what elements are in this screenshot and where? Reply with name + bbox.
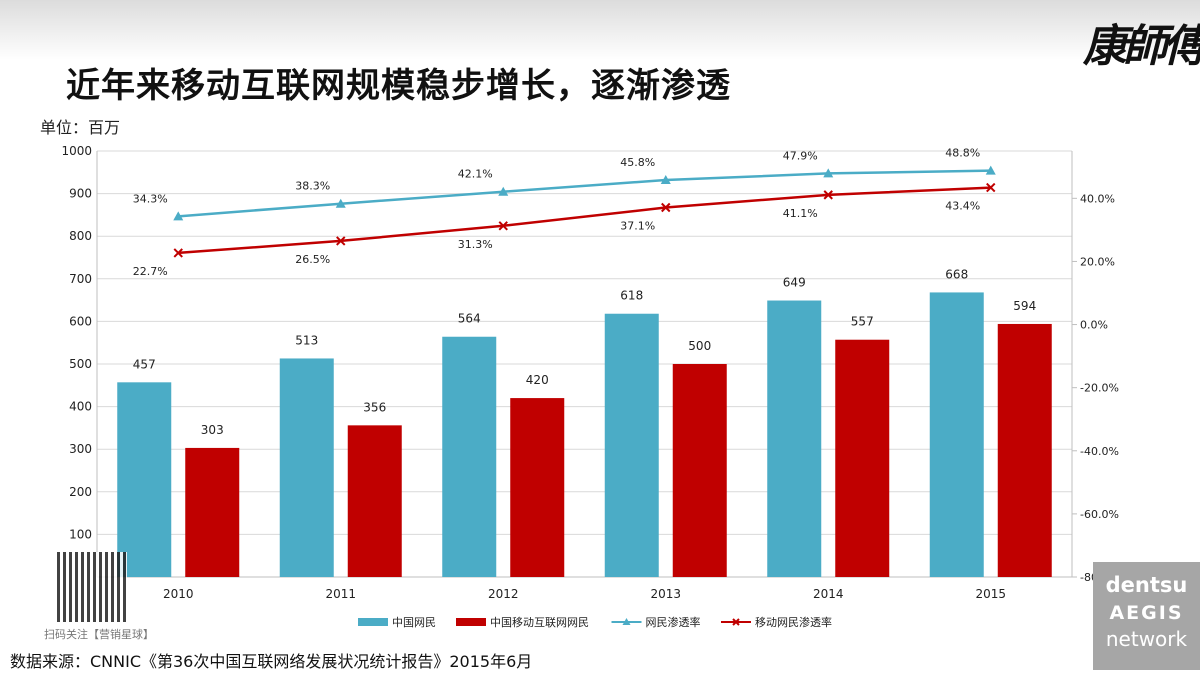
brand-line-1: dentsu <box>1105 573 1188 597</box>
bar <box>604 313 659 577</box>
line-data-label: 38.3% <box>295 180 330 193</box>
x-tick-label: 2014 <box>813 587 844 601</box>
y-left-tick-label: 300 <box>69 442 92 456</box>
line-data-label: 37.1% <box>620 219 655 232</box>
bar-data-label: 500 <box>688 339 711 353</box>
bar <box>442 336 497 577</box>
brand-logo: 康師傅 <box>1083 21 1200 72</box>
bar <box>510 398 565 577</box>
combo-chart: 1002003004005006007008009001000-80.0%-60… <box>61 144 1119 629</box>
y-right-tick-label: -60.0% <box>1080 508 1119 521</box>
series-line <box>178 186 991 255</box>
bar-data-label: 420 <box>526 373 549 387</box>
legend-label: 移动网民渗透率 <box>755 615 832 629</box>
legend-swatch <box>456 618 486 626</box>
line-marker <box>661 202 671 213</box>
top-band <box>0 0 1200 60</box>
brand-line-3: network <box>1105 626 1188 651</box>
bar <box>997 323 1052 577</box>
page-title: 近年来移动互联网规模稳步增长，逐渐渗透 <box>66 66 731 106</box>
bar <box>835 339 890 577</box>
legend-label: 网民渗透率 <box>646 615 701 629</box>
line-marker <box>823 190 833 200</box>
line-marker <box>498 221 508 231</box>
bar <box>185 447 240 577</box>
line-marker <box>336 236 346 246</box>
x-tick-label: 2012 <box>488 587 519 601</box>
bar <box>672 364 727 577</box>
y-right-tick-label: -40.0% <box>1080 445 1119 458</box>
brand-line-2: AEGIS <box>1109 602 1184 625</box>
line-marker <box>335 198 346 208</box>
bar <box>279 358 334 577</box>
line-data-label: 48.8% <box>945 147 980 160</box>
x-tick-label: 2015 <box>975 587 1006 601</box>
bar-data-label: 356 <box>363 400 386 414</box>
legend-marker <box>732 618 740 626</box>
line-marker <box>985 165 996 175</box>
y-left-tick-label: 500 <box>69 357 92 371</box>
bar-data-label: 649 <box>783 276 806 290</box>
y-left-tick-label: 900 <box>69 187 92 201</box>
bar <box>767 300 822 577</box>
y-left-tick-label: 800 <box>69 229 92 243</box>
x-tick-label: 2013 <box>650 587 681 601</box>
y-left-tick-label: 400 <box>69 400 92 414</box>
bar-data-label: 564 <box>458 312 481 326</box>
x-tick-label: 2011 <box>325 587 356 601</box>
qr-code-image <box>57 552 127 622</box>
data-source: 数据来源：CNNIC《第36次中国互联网络发展状况统计报告》2015年6月 <box>10 652 533 671</box>
y-left-tick-label: 700 <box>69 272 92 286</box>
y-right-tick-label: 0.0% <box>1080 319 1108 332</box>
line-marker <box>986 182 996 193</box>
series-line <box>178 169 991 218</box>
legend-label: 中国移动互联网网民 <box>490 616 589 629</box>
line-marker <box>823 168 834 178</box>
line-marker <box>660 175 671 185</box>
line-data-label: 26.5% <box>295 253 330 266</box>
legend-swatch <box>358 618 388 626</box>
bar-data-label: 594 <box>1013 299 1036 313</box>
bar <box>117 382 172 577</box>
y-right-tick-label: 40.0% <box>1080 192 1115 205</box>
line-data-label: 47.9% <box>783 149 818 162</box>
bar-data-label: 618 <box>620 289 643 303</box>
bar-data-label: 668 <box>945 267 968 281</box>
bar <box>347 425 402 577</box>
line-data-label: 45.8% <box>620 156 655 169</box>
legend-label: 中国网民 <box>392 616 436 629</box>
line-data-label: 34.3% <box>133 192 168 205</box>
y-right-tick-label: 20.0% <box>1080 255 1115 268</box>
y-right-tick-label: -20.0% <box>1080 382 1119 395</box>
line-data-label: 31.3% <box>458 238 493 251</box>
line-marker <box>173 211 184 221</box>
bar-data-label: 457 <box>133 357 156 371</box>
line-data-label: 42.1% <box>458 168 493 181</box>
line-marker <box>498 186 509 196</box>
line-data-label: 43.4% <box>945 200 980 213</box>
y-left-tick-label: 600 <box>69 314 92 328</box>
line-marker <box>173 248 183 258</box>
line-data-label: 41.1% <box>783 207 818 220</box>
unit-label: 单位：百万 <box>40 118 121 137</box>
bar-data-label: 557 <box>851 315 874 329</box>
bar-data-label: 303 <box>201 423 224 437</box>
y-left-tick-label: 100 <box>69 527 92 541</box>
x-tick-label: 2010 <box>163 587 194 601</box>
line-data-label: 22.7% <box>133 265 168 278</box>
y-left-tick-label: 200 <box>69 485 92 499</box>
bar <box>929 292 984 577</box>
bar-data-label: 513 <box>295 333 318 347</box>
legend-marker <box>622 618 631 625</box>
qr-caption: 扫码关注【营销星球】 <box>44 628 154 641</box>
y-left-tick-label: 1000 <box>61 144 92 158</box>
dentsu-aegis-logo: dentsu AEGIS network <box>1093 562 1200 670</box>
